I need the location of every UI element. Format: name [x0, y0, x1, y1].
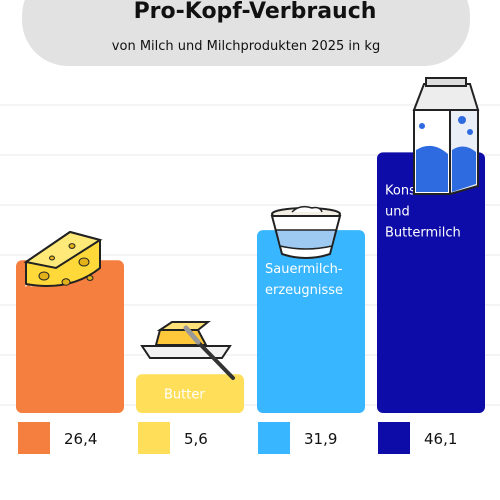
title-pill: Pro-Kopf-Verbrauch von Milch und Milchpr… [22, 0, 470, 66]
chart-subtitle: von Milch und Milchprodukten 2025 in kg [112, 39, 380, 54]
legend-item: 26,4 [18, 422, 97, 454]
legend-swatch [378, 422, 410, 454]
legend: 26,4 5,6 31,9 46,1 [18, 422, 457, 454]
legend-item: 5,6 [138, 422, 208, 454]
bar [136, 374, 244, 413]
value-label: 31,9 [304, 430, 337, 448]
category-label-line: und [385, 204, 410, 219]
category-label-line: Butter [164, 387, 205, 402]
legend-swatch [138, 422, 170, 454]
bar [16, 260, 124, 413]
category-label-line: Sauermilch- [265, 262, 343, 277]
cheese-icon [23, 230, 103, 287]
butter-icon [140, 321, 235, 380]
legend-swatch [18, 422, 50, 454]
category-label-line: Buttermilch [385, 225, 461, 240]
milk-carton-icon [412, 77, 480, 196]
bar-icons [23, 77, 480, 380]
yogurt-cup-icon [270, 205, 342, 259]
bar [377, 152, 485, 413]
value-label: 46,1 [424, 430, 457, 448]
bar [257, 230, 365, 413]
category-label: Sauermilch-erzeugnisse [265, 262, 343, 298]
legend-item: 46,1 [378, 422, 457, 454]
value-label: 26,4 [64, 430, 97, 448]
bar-group: Sauermilch-erzeugnisse [257, 230, 365, 413]
chart-title: Pro-Kopf-Verbrauch [134, 0, 377, 24]
category-label-line: erzeugnisse [265, 283, 343, 298]
category-label: Butter [164, 387, 205, 402]
legend-item: 31,9 [258, 422, 337, 454]
legend-swatch [258, 422, 290, 454]
bar-group: Butter [136, 374, 244, 413]
value-label: 5,6 [184, 430, 208, 448]
